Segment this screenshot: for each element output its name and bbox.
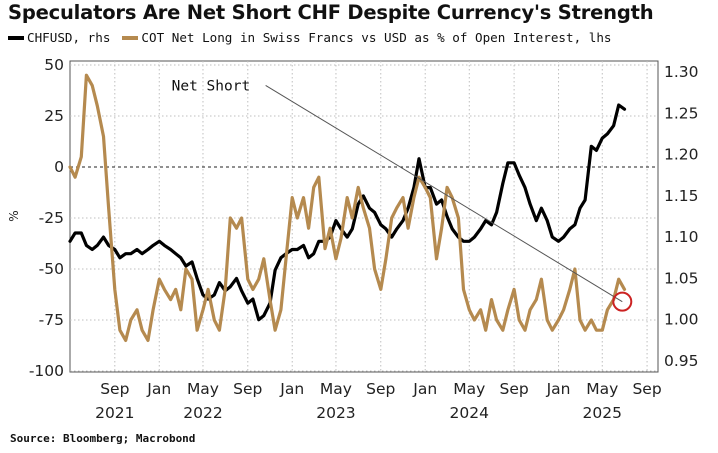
y-left-tick-label: 25 bbox=[44, 107, 64, 125]
y-left-tick-label: 0 bbox=[54, 158, 64, 176]
legend-swatch-cot bbox=[122, 35, 139, 40]
x-month-tick-label: Sep bbox=[100, 380, 129, 398]
x-year-tick-label: 2023 bbox=[316, 404, 355, 422]
legend-label-chf: CHFUSD, rhs bbox=[27, 30, 111, 45]
x-month-tick-label: May bbox=[453, 380, 485, 398]
y-left-tick-label: -100 bbox=[29, 362, 64, 380]
y-right-tick-label: 1.00 bbox=[664, 311, 699, 329]
x-month-tick-label: May bbox=[586, 380, 618, 398]
x-month-tick-label: Sep bbox=[233, 380, 262, 398]
y-right-tick-label: 1.05 bbox=[664, 269, 699, 287]
legend-swatch-chf bbox=[8, 35, 24, 40]
y-left-axis-label: % bbox=[7, 210, 21, 221]
x-year-tick-label: 2025 bbox=[583, 404, 622, 422]
x-month-tick-label: Jan bbox=[546, 380, 571, 398]
x-month-tick-label: May bbox=[187, 380, 219, 398]
series-line-chfusd bbox=[68, 103, 627, 322]
y-left-tick-label: -50 bbox=[39, 260, 64, 278]
x-year-tick-label: 2024 bbox=[450, 404, 489, 422]
y-left-tick-label: -75 bbox=[39, 311, 64, 329]
legend-label-cot: COT Net Long in Swiss Francs vs USD as %… bbox=[141, 30, 612, 45]
source-note: Source: Bloomberg; Macrobond bbox=[10, 432, 196, 445]
annotation-line bbox=[265, 84, 623, 303]
y-right-tick-label: 1.20 bbox=[664, 146, 699, 164]
series-line-cot-net-long bbox=[68, 73, 627, 342]
y-right-tick-label: 1.10 bbox=[664, 228, 699, 246]
x-month-tick-label: Jan bbox=[146, 380, 171, 398]
x-month-tick-label: Sep bbox=[499, 380, 528, 398]
y-right-tick-label: 0.95 bbox=[664, 352, 699, 370]
x-year-tick-label: 2022 bbox=[183, 404, 222, 422]
annotation-label: Net Short bbox=[172, 78, 251, 94]
x-month-tick-label: May bbox=[320, 380, 352, 398]
y-left-tick-label: -25 bbox=[39, 209, 64, 227]
x-month-tick-label: Jan bbox=[412, 380, 437, 398]
x-month-tick-label: Sep bbox=[366, 380, 395, 398]
plot-frame bbox=[69, 60, 659, 373]
y-left-tick-label: 50 bbox=[44, 56, 64, 74]
y-right-tick-label: 1.25 bbox=[664, 104, 699, 122]
y-right-tick-label: 1.30 bbox=[664, 63, 699, 81]
x-month-tick-label: Sep bbox=[632, 380, 661, 398]
legend: CHFUSD, rhs COT Net Long in Swiss Francs… bbox=[8, 30, 612, 45]
chart-title: Speculators Are Net Short CHF Despite Cu… bbox=[8, 1, 654, 24]
x-year-tick-label: 2021 bbox=[95, 404, 134, 422]
y-right-tick-label: 1.15 bbox=[664, 187, 699, 205]
x-month-tick-label: Jan bbox=[279, 380, 304, 398]
highlight-circle bbox=[612, 291, 633, 312]
